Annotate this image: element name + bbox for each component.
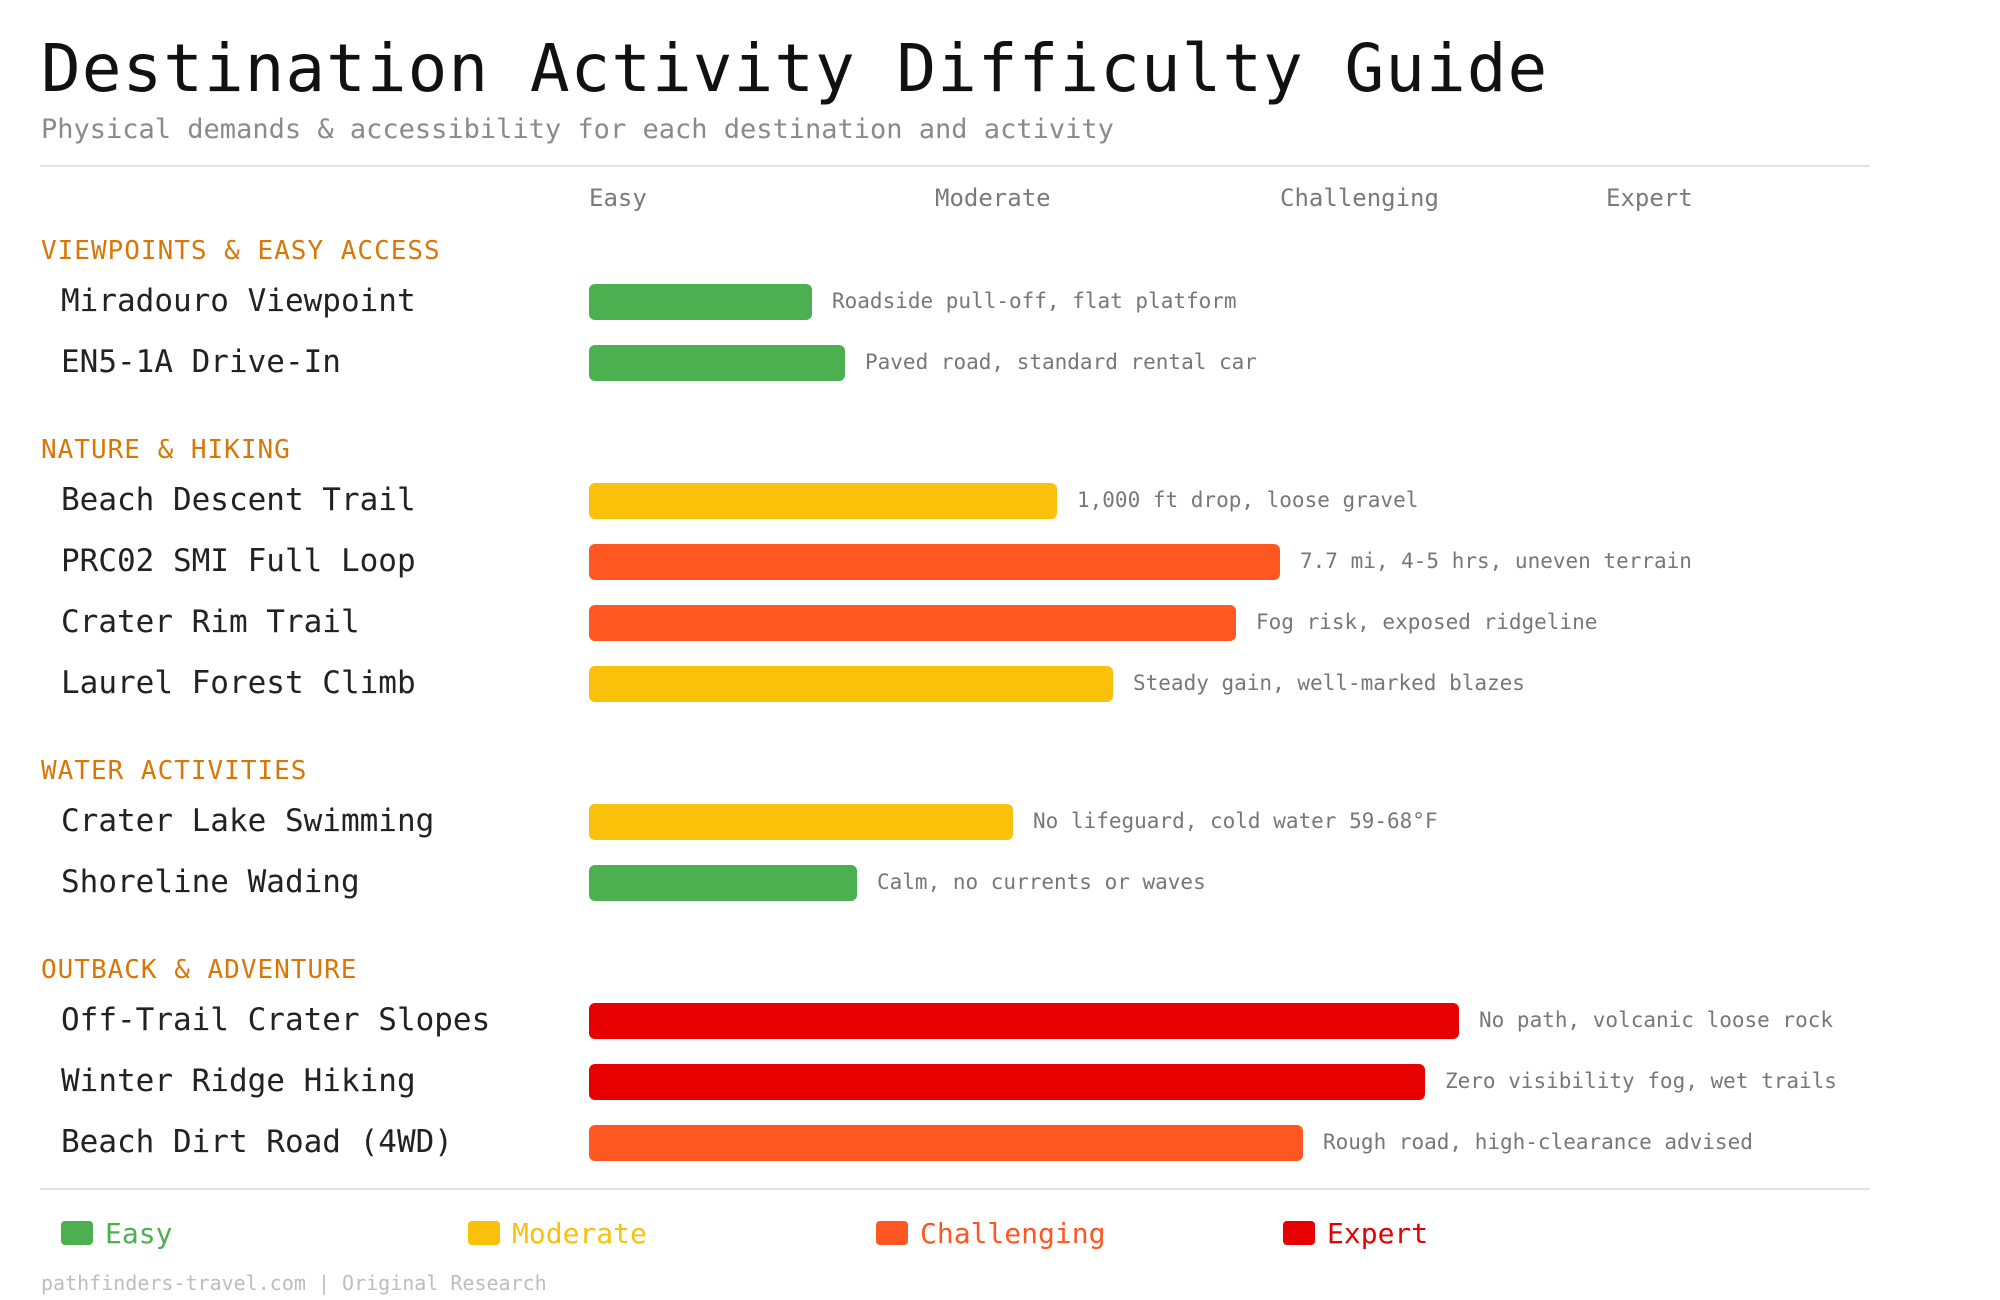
category-heading-nature-hiking: NATURE & HIKING xyxy=(41,435,291,465)
row-label-beach-dirt-road-4wd: Beach Dirt Road (4WD) xyxy=(61,1124,453,1160)
bar-miradouro-viewpoint xyxy=(589,284,812,320)
header-divider xyxy=(40,165,1870,167)
row-label-miradouro-viewpoint: Miradouro Viewpoint xyxy=(61,283,416,319)
legend-swatch-challenging xyxy=(876,1221,908,1245)
legend-swatch-easy xyxy=(61,1221,93,1245)
bar-prc02-smi-full-loop xyxy=(589,544,1280,580)
bar-note-crater-lake-swimming: No lifeguard, cold water 59-68°F xyxy=(1033,809,1438,833)
page-subtitle: Physical demands & accessibility for eac… xyxy=(41,114,1114,145)
row-label-crater-lake-swimming: Crater Lake Swimming xyxy=(61,803,435,839)
legend-label-challenging: Challenging xyxy=(920,1217,1106,1250)
bar-beach-descent-trail xyxy=(589,483,1057,519)
row-label-crater-rim-trail: Crater Rim Trail xyxy=(61,604,360,640)
bar-note-laurel-forest-climb: Steady gain, well-marked blazes xyxy=(1133,671,1525,695)
category-heading-viewpoints-easy-access: VIEWPOINTS & EASY ACCESS xyxy=(41,236,441,266)
row-label-prc02-smi-full-loop: PRC02 SMI Full Loop xyxy=(61,543,416,579)
row-label-laurel-forest-climb: Laurel Forest Climb xyxy=(61,665,416,701)
bar-note-beach-descent-trail: 1,000 ft drop, loose gravel xyxy=(1077,488,1419,512)
bar-crater-rim-trail xyxy=(589,605,1236,641)
bar-note-winter-ridge-hiking: Zero visibility fog, wet trails xyxy=(1445,1069,1837,1093)
bar-shoreline-wading xyxy=(589,865,857,901)
row-label-winter-ridge-hiking: Winter Ridge Hiking xyxy=(61,1063,416,1099)
row-label-en5-1a-drive-in: EN5-1A Drive-In xyxy=(61,344,341,380)
bar-laurel-forest-climb xyxy=(589,666,1113,702)
row-label-shoreline-wading: Shoreline Wading xyxy=(61,864,360,900)
legend-label-easy: Easy xyxy=(105,1217,173,1250)
legend-swatch-moderate xyxy=(468,1221,500,1245)
bar-note-beach-dirt-road-4wd: Rough road, high-clearance advised xyxy=(1323,1130,1753,1154)
source-footer: pathfinders-travel.com | Original Resear… xyxy=(41,1271,547,1295)
scale-label-expert: Expert xyxy=(1606,184,1693,212)
scale-label-easy: Easy xyxy=(589,184,647,212)
scale-label-moderate: Moderate xyxy=(935,184,1051,212)
row-label-beach-descent-trail: Beach Descent Trail xyxy=(61,482,416,518)
bar-en5-1a-drive-in xyxy=(589,345,845,381)
bar-note-off-trail-crater-slopes: No path, volcanic loose rock xyxy=(1479,1008,1834,1032)
category-heading-outback-adventure: OUTBACK & ADVENTURE xyxy=(41,955,358,985)
bar-note-crater-rim-trail: Fog risk, exposed ridgeline xyxy=(1256,610,1598,634)
bar-note-shoreline-wading: Calm, no currents or waves xyxy=(877,870,1206,894)
bar-note-miradouro-viewpoint: Roadside pull-off, flat platform xyxy=(832,289,1237,313)
bar-winter-ridge-hiking xyxy=(589,1064,1425,1100)
bar-crater-lake-swimming xyxy=(589,804,1013,840)
bar-beach-dirt-road-4wd xyxy=(589,1125,1303,1161)
legend-swatch-expert xyxy=(1283,1221,1315,1245)
bar-off-trail-crater-slopes xyxy=(589,1003,1459,1039)
legend-label-expert: Expert xyxy=(1327,1217,1429,1250)
bar-note-prc02-smi-full-loop: 7.7 mi, 4-5 hrs, uneven terrain xyxy=(1300,549,1692,573)
bar-note-en5-1a-drive-in: Paved road, standard rental car xyxy=(865,350,1257,374)
legend-label-moderate: Moderate xyxy=(512,1217,647,1250)
category-heading-water-activities: WATER ACTIVITIES xyxy=(41,756,308,786)
page-title: Destination Activity Difficulty Guide xyxy=(41,30,1549,107)
row-label-off-trail-crater-slopes: Off-Trail Crater Slopes xyxy=(61,1002,491,1038)
scale-label-challenging: Challenging xyxy=(1280,184,1439,212)
footer-divider xyxy=(40,1188,1870,1190)
